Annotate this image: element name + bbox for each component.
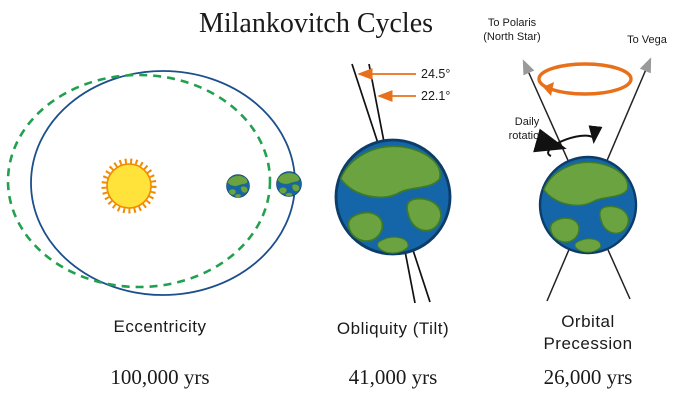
- earth-on-dashed-orbit: [227, 175, 250, 198]
- panel-precession: To Polaris (North Star) To Vega Daily ro…: [483, 17, 667, 389]
- to-vega-label: To Vega: [627, 34, 668, 46]
- earth-precession: [540, 157, 636, 253]
- precession-label-line1: Orbital: [561, 312, 615, 331]
- panel-obliquity: 24.5° 22.1° Obliquity (Tilt) 41,000 yrs: [336, 63, 450, 389]
- earth-on-solid-orbit: [277, 172, 302, 197]
- angle-label-max: 24.5°: [421, 67, 450, 81]
- to-polaris-label-line1: To Polaris: [488, 17, 537, 29]
- orbit-solid-ellipse: [30, 70, 296, 296]
- diagram-title: Milankovitch Cycles: [199, 8, 433, 39]
- earth-obliquity: [336, 140, 450, 254]
- daily-rotation-label-line2: rotation: [509, 130, 546, 142]
- to-polaris-label-line2: (North Star): [483, 31, 540, 43]
- obliquity-label: Obliquity (Tilt): [337, 319, 449, 338]
- sun-disc: [106, 163, 152, 209]
- sun-rays: [101, 158, 157, 214]
- precession-label-line2: Precession: [543, 334, 632, 353]
- daily-rotation-label-line1: Daily: [515, 116, 540, 128]
- precession-period: 26,000 yrs: [544, 365, 633, 389]
- panel-eccentricity: Eccentricity 100,000 yrs: [6, 70, 302, 389]
- eccentricity-period: 100,000 yrs: [110, 365, 209, 389]
- sun-icon: [101, 158, 157, 214]
- precession-circle: [537, 62, 633, 96]
- obliquity-period: 41,000 yrs: [349, 365, 438, 389]
- angle-label-min: 22.1°: [421, 89, 450, 103]
- precession-circle-arrowhead-icon: [543, 82, 554, 96]
- eccentricity-label: Eccentricity: [114, 317, 207, 336]
- orbit-dashed-ellipse: [6, 73, 272, 289]
- daily-rotation-pointer: [533, 128, 567, 153]
